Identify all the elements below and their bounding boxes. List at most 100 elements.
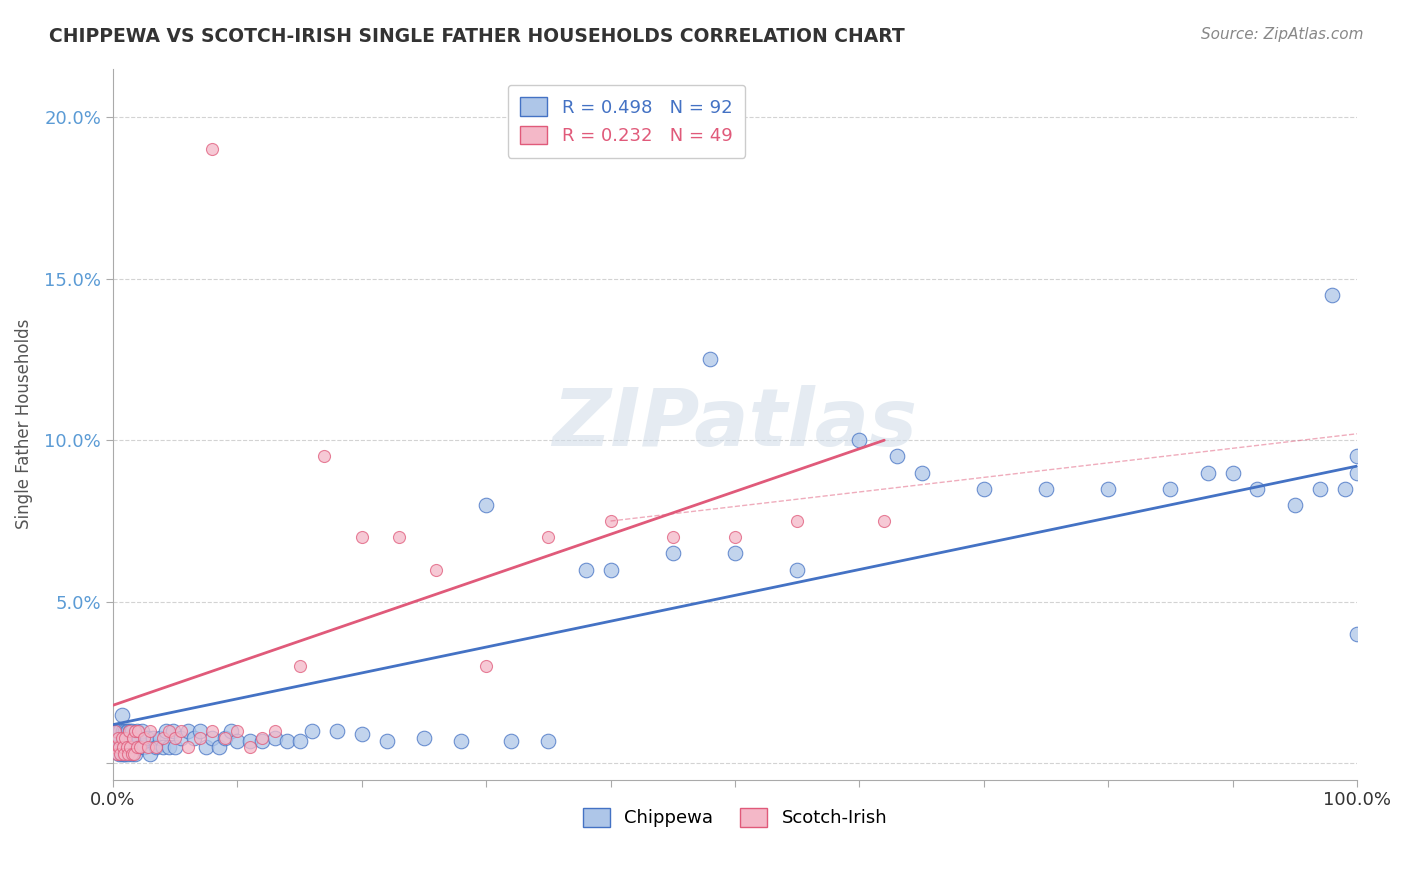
Point	[120, 740, 142, 755]
Point	[1309, 482, 1331, 496]
Point	[112, 731, 135, 745]
Point	[188, 731, 211, 745]
Point	[127, 740, 149, 755]
Point	[132, 740, 155, 755]
Text: Source: ZipAtlas.com: Source: ZipAtlas.com	[1201, 27, 1364, 42]
Point	[263, 731, 285, 745]
Point	[786, 514, 808, 528]
Point	[263, 724, 285, 739]
Point	[107, 731, 129, 745]
Point	[145, 740, 167, 755]
Point	[115, 740, 138, 755]
Point	[886, 450, 908, 464]
Point	[162, 724, 184, 739]
Point	[575, 562, 598, 576]
Point	[1333, 482, 1355, 496]
Point	[724, 530, 747, 544]
Point	[1159, 482, 1181, 496]
Point	[111, 724, 134, 739]
Point	[1346, 450, 1368, 464]
Y-axis label: Single Father Households: Single Father Households	[15, 318, 32, 529]
Point	[214, 731, 236, 745]
Point	[288, 659, 311, 673]
Point	[226, 734, 249, 748]
Point	[111, 731, 134, 745]
Point	[208, 740, 231, 755]
Point	[107, 731, 129, 745]
Point	[226, 724, 249, 739]
Point	[103, 740, 125, 755]
Point	[195, 740, 218, 755]
Point	[111, 708, 134, 723]
Point	[1346, 627, 1368, 641]
Point	[1320, 287, 1343, 301]
Point	[108, 747, 131, 761]
Point	[114, 747, 136, 761]
Point	[103, 740, 125, 755]
Point	[111, 747, 134, 761]
Point	[131, 724, 153, 739]
Point	[661, 546, 683, 560]
Point	[201, 142, 224, 156]
Text: ZIPatlas: ZIPatlas	[553, 385, 918, 463]
Point	[1346, 466, 1368, 480]
Point	[1284, 498, 1306, 512]
Point	[239, 734, 262, 748]
Point	[124, 724, 146, 739]
Point	[121, 724, 143, 739]
Point	[475, 498, 498, 512]
Point	[121, 731, 143, 745]
Point	[110, 740, 132, 755]
Point	[104, 724, 127, 739]
Point	[121, 747, 143, 761]
Point	[314, 450, 336, 464]
Point	[599, 514, 621, 528]
Point	[183, 731, 205, 745]
Point	[129, 740, 152, 755]
Point	[117, 747, 139, 761]
Point	[152, 740, 174, 755]
Point	[118, 740, 141, 755]
Point	[145, 740, 167, 755]
Point	[499, 734, 522, 748]
Point	[170, 724, 193, 739]
Point	[350, 530, 373, 544]
Point	[1222, 466, 1244, 480]
Point	[201, 731, 224, 745]
Point	[129, 740, 152, 755]
Point	[599, 562, 621, 576]
Point	[105, 740, 128, 755]
Point	[219, 724, 242, 739]
Point	[121, 740, 143, 755]
Point	[118, 724, 141, 739]
Point	[112, 747, 135, 761]
Point	[176, 740, 198, 755]
Point	[537, 734, 560, 748]
Point	[135, 731, 157, 745]
Point	[176, 724, 198, 739]
Point	[873, 514, 896, 528]
Point	[724, 546, 747, 560]
Point	[388, 530, 411, 544]
Point	[114, 731, 136, 745]
Point	[125, 740, 148, 755]
Point	[149, 731, 172, 745]
Point	[475, 659, 498, 673]
Point	[326, 724, 349, 739]
Point	[120, 740, 142, 755]
Point	[122, 747, 145, 761]
Point	[350, 727, 373, 741]
Text: CHIPPEWA VS SCOTCH-IRISH SINGLE FATHER HOUSEHOLDS CORRELATION CHART: CHIPPEWA VS SCOTCH-IRISH SINGLE FATHER H…	[49, 27, 905, 45]
Point	[114, 724, 136, 739]
Point	[155, 724, 177, 739]
Point	[425, 562, 447, 576]
Point	[115, 724, 138, 739]
Point	[1197, 466, 1219, 480]
Point	[117, 747, 139, 761]
Point	[413, 731, 436, 745]
Point	[973, 482, 995, 496]
Point	[661, 530, 683, 544]
Point	[214, 731, 236, 745]
Point	[122, 731, 145, 745]
Legend: Chippewa, Scotch-Irish: Chippewa, Scotch-Irish	[575, 801, 894, 835]
